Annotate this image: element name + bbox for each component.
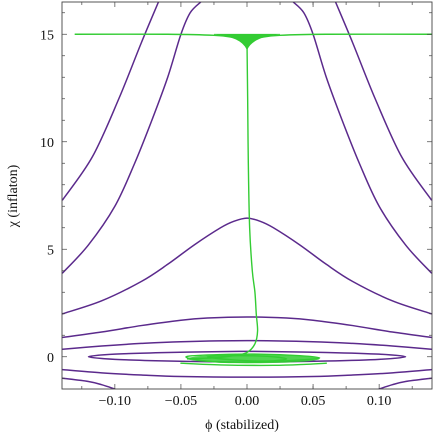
contour-line-9	[62, 377, 116, 389]
x-tick-label: 0.10	[367, 394, 392, 409]
trajectory-settling-region	[187, 354, 320, 364]
contour-line-4	[292, 2, 432, 274]
x-axis-title: ϕ (stabilized)	[205, 418, 279, 433]
trajectory-path-5	[180, 362, 327, 367]
contour-line-7	[62, 339, 432, 350]
contour-line-5	[62, 217, 432, 315]
contour-line-2	[334, 2, 432, 201]
y-tick-label: 0	[47, 351, 54, 366]
series-layer	[62, 2, 432, 389]
x-tick-label: 0.05	[301, 394, 326, 409]
y-axis-title: χ (inflaton)	[6, 164, 21, 228]
y-tick-label: 15	[40, 28, 54, 43]
contour-line-3	[62, 2, 202, 274]
x-tick-label: 0.00	[235, 394, 260, 409]
contour-line-8	[62, 368, 432, 378]
contour-line-10	[378, 377, 432, 389]
ticks-layer: −0.10 −0.05 0.00 0.05 0.10 0 5 10 15	[40, 2, 432, 409]
contour-line-6	[62, 316, 432, 339]
contour-line-1	[62, 2, 160, 201]
y-tick-label: 5	[47, 243, 54, 258]
trajectory-path-2	[186, 42, 259, 360]
x-tick-label: −0.10	[99, 394, 131, 409]
trajectory-oscillation-fan	[213, 33, 281, 51]
y-tick-label: 10	[40, 136, 54, 151]
x-tick-label: −0.05	[165, 394, 197, 409]
